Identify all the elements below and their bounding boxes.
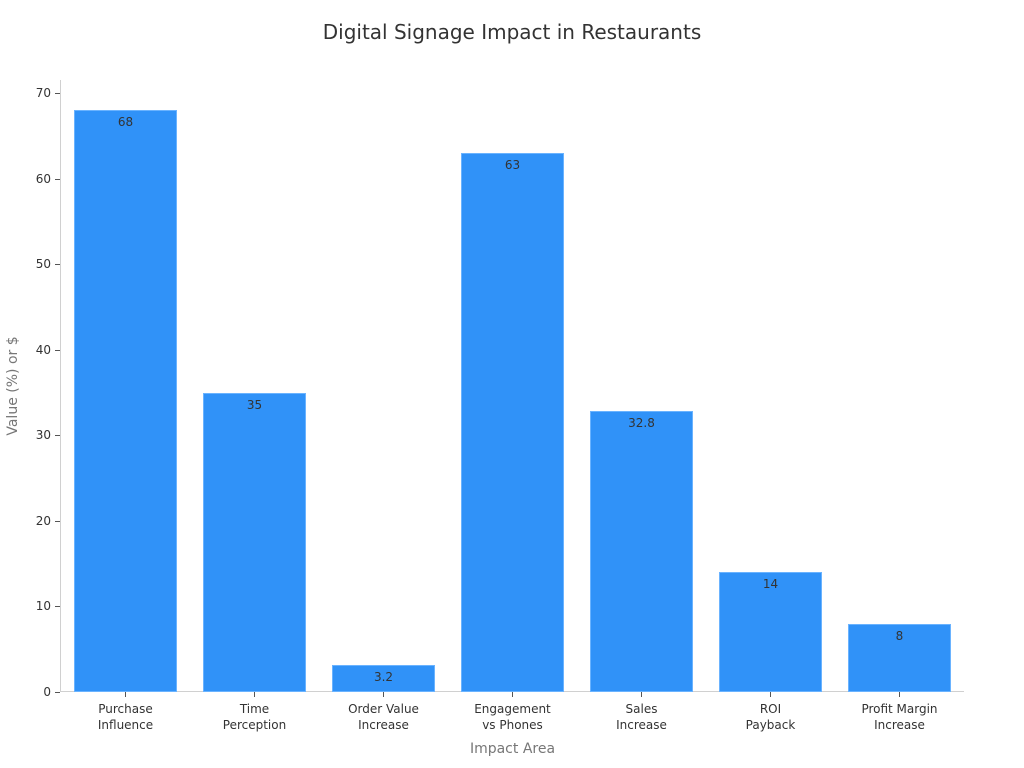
bar[interactable]: 63 (461, 152, 564, 692)
bar[interactable]: 68 (74, 110, 177, 692)
bar-value-label: 3.2 (373, 669, 394, 684)
x-tick-mark (254, 692, 255, 697)
bar-value-label: 14 (762, 577, 779, 592)
y-tick-label: 0 (43, 685, 51, 699)
x-tick-label: Order Value Increase (348, 702, 419, 732)
y-tick-mark (55, 349, 60, 351)
bar-value-label: 8 (895, 628, 904, 643)
y-tick-mark (55, 692, 60, 693)
x-tick-mark (641, 692, 642, 697)
y-tick: 40 (0, 343, 60, 357)
y-tick-mark (55, 435, 60, 437)
x-axis-label: Impact Area (469, 741, 556, 757)
x-tick-label: ROI Payback (745, 702, 796, 732)
bar-value-label: 32.8 (628, 416, 655, 431)
x-tick-mark (770, 692, 771, 697)
y-axis-label: Value (%) or $ (5, 336, 21, 436)
y-tick: 10 (0, 599, 60, 613)
x-tick-label: Purchase Influence (97, 702, 154, 732)
y-tick: 20 (0, 514, 60, 528)
bar[interactable]: 3.2 (332, 664, 435, 692)
y-axis-line (60, 80, 61, 692)
bar[interactable]: 14 (719, 572, 822, 692)
y-tick-mark (55, 520, 60, 522)
y-tick: 50 (0, 257, 60, 271)
x-tick-mark (125, 692, 126, 697)
bar[interactable]: 35 (203, 392, 306, 692)
x-tick: Purchase Influence (61, 692, 191, 733)
y-tick-label: 30 (35, 428, 51, 443)
x-tick-mark (383, 692, 384, 697)
y-tick: 60 (0, 172, 60, 186)
y-tick-label: 50 (35, 257, 51, 272)
x-tick-label: Profit Margin Increase (861, 702, 938, 732)
x-tick: Order Value Increase (319, 692, 449, 733)
x-tick-mark (512, 692, 513, 697)
y-tick-mark (55, 93, 60, 94)
bar[interactable]: 32.8 (590, 411, 693, 692)
y-tick-mark (55, 264, 60, 266)
y-tick: 0 (0, 685, 60, 699)
bar-value-label: 68 (117, 115, 134, 130)
y-tick: 70 (0, 86, 60, 100)
x-tick: Time Perception (190, 692, 320, 733)
bar-value-label: 63 (504, 157, 521, 172)
x-tick-label: Engagement vs Phones (474, 702, 551, 732)
x-tick-mark (899, 692, 900, 697)
x-tick: Profit Margin Increase (835, 692, 965, 733)
x-tick: Sales Increase (577, 692, 707, 733)
x-tick-label: Sales Increase (616, 702, 667, 732)
y-tick-label: 20 (35, 513, 51, 528)
y-tick-mark (55, 606, 60, 608)
bar[interactable]: 8 (848, 623, 951, 692)
x-tick-label: Time Perception (222, 702, 287, 732)
x-tick: ROI Payback (706, 692, 836, 733)
y-tick: 30 (0, 428, 60, 442)
x-tick: Engagement vs Phones (448, 692, 578, 733)
y-tick-label: 10 (35, 599, 51, 614)
y-tick-label: 70 (35, 86, 51, 100)
y-tick-mark (55, 178, 60, 180)
y-tick-label: 60 (35, 171, 51, 186)
chart-title: Digital Signage Impact in Restaurants (322, 20, 702, 44)
bar-value-label: 35 (246, 397, 263, 412)
y-tick-label: 40 (35, 342, 51, 357)
